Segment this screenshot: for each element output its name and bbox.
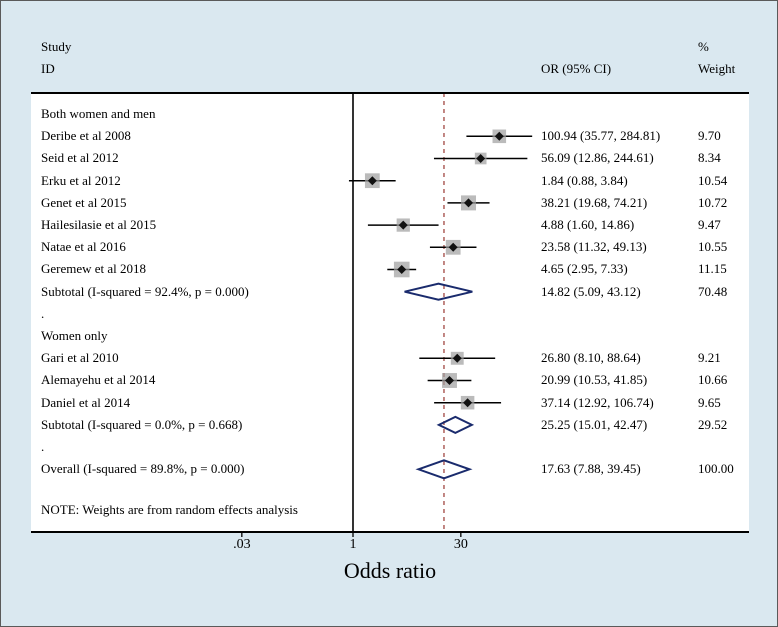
or-ci-value: 17.63 (7.88, 39.45) [541, 461, 641, 477]
weight-value: 29.52 [698, 416, 728, 432]
row-label: Erku et al 2012 [41, 172, 121, 188]
group-row: Both women and men [1, 103, 777, 125]
row-label: Both women and men [41, 106, 156, 121]
or-ci-value: 14.82 (5.09, 43.12) [541, 283, 641, 299]
column-header-percent: % [698, 39, 709, 54]
row-label: Gari et al 2010 [41, 350, 119, 366]
weight-value: 11.15 [698, 261, 727, 277]
x-tick-label: 1 [349, 537, 357, 552]
study-row: Natae et al 2016 23.58 (11.32, 49.13) 10.5… [1, 236, 777, 258]
weight-value: 70.48 [698, 283, 728, 299]
study-row: Daniel et al 2014 37.14 (12.92, 106.74) 9.… [1, 392, 777, 414]
weight-value: 10.54 [698, 172, 728, 188]
row-label: . [41, 305, 45, 321]
overall-row: Overall (I-squared = 89.8%, p = 0.000) 17… [1, 458, 777, 480]
weight-value: 9.70 [698, 128, 721, 144]
weight-value: 10.72 [698, 194, 728, 210]
row-label: Deribe et al 2008 [41, 128, 131, 144]
row-label: Daniel et al 2014 [41, 394, 131, 410]
weight-value: 10.66 [698, 372, 728, 388]
spacer-row: . [1, 303, 777, 325]
row-label: Geremew et al 2018 [41, 261, 147, 277]
row-label: Genet et al 2015 [41, 194, 127, 210]
row-label: Seid et al 2012 [41, 150, 119, 166]
row-label: Women only [41, 328, 108, 343]
row-label: Overall (I-squared = 89.8%, p = 0.000) [41, 461, 245, 477]
group-row: Women only [1, 325, 777, 347]
column-header-weight: Weight [698, 61, 736, 76]
row-label: . [41, 439, 45, 454]
or-ci-value: 25.25 (15.01, 42.47) [541, 416, 648, 432]
row-label: Subtotal (I-squared = 0.0%, p = 0.668) [41, 416, 243, 432]
weight-value: 9.47 [698, 217, 721, 232]
study-row: Erku et al 2012 1.84 (0.88, 3.84) 10.54 [1, 170, 777, 192]
weight-value: 9.21 [698, 350, 721, 366]
or-ci-value: 37.14 (12.92, 106.74) [541, 394, 654, 410]
column-header-study: Study [41, 39, 72, 54]
row-label: Subtotal (I-squared = 92.4%, p = 0.000) [41, 283, 249, 299]
x-tick-label: 30 [453, 537, 468, 552]
column-header-or-ci: OR (95% CI) [541, 61, 612, 76]
or-ci-value: 4.65 (2.95, 7.33) [541, 261, 628, 277]
row-label: Natae et al 2016 [41, 239, 126, 255]
or-ci-value: 56.09 (12.86, 244.61) [541, 150, 654, 166]
or-ci-value: 20.99 (10.53, 41.85) [541, 372, 648, 388]
or-ci-value: 100.94 (35.77, 284.81) [541, 128, 661, 144]
or-ci-value: 4.88 (1.60, 14.86) [541, 217, 635, 232]
x-axis-title: Odds ratio [343, 558, 437, 583]
row-label: Alemayehu et al 2014 [41, 372, 156, 388]
study-row: Alemayehu et al 2014 20.99 (10.53, 41.85)… [1, 369, 777, 391]
or-ci-value: 1.84 (0.88, 3.84) [541, 172, 628, 188]
note-text: NOTE: Weights are from random effects an… [41, 502, 298, 517]
weight-value: 10.55 [698, 239, 728, 255]
x-tick-label: .03 [233, 537, 251, 552]
weight-value: 100.00 [698, 461, 734, 477]
study-row: Seid et al 2012 56.09 (12.86, 244.61) 8.34 [1, 147, 777, 169]
study-row: Hailesilasie et al 2015 4.88 (1.60, 14.86… [1, 214, 777, 236]
weight-value: 9.65 [698, 394, 721, 410]
weight-value: 8.34 [698, 150, 721, 166]
column-header-id: ID [41, 61, 55, 76]
spacer-row: . [1, 436, 777, 458]
subtotal-row: Subtotal (I-squared = 92.4%, p = 0.000) 1… [1, 281, 777, 303]
row-label: Hailesilasie et al 2015 [41, 217, 157, 232]
study-row: Gari et al 2010 26.80 (8.10, 88.64) 9.21 [1, 347, 777, 369]
study-row: Genet et al 2015 38.21 (19.68, 74.21) 10.7… [1, 192, 777, 214]
or-ci-value: 38.21 (19.68, 74.21) [541, 194, 648, 210]
or-ci-value: 23.58 (11.32, 49.13) [541, 239, 647, 255]
or-ci-value: 26.80 (8.10, 88.64) [541, 350, 641, 366]
study-row: Geremew et al 2018 4.65 (2.95, 7.33) 11.15 [1, 258, 777, 280]
subtotal-row: Subtotal (I-squared = 0.0%, p = 0.668) 25… [1, 414, 777, 436]
study-row: Deribe et al 2008 100.94 (35.77, 284.81) 9… [1, 125, 777, 147]
